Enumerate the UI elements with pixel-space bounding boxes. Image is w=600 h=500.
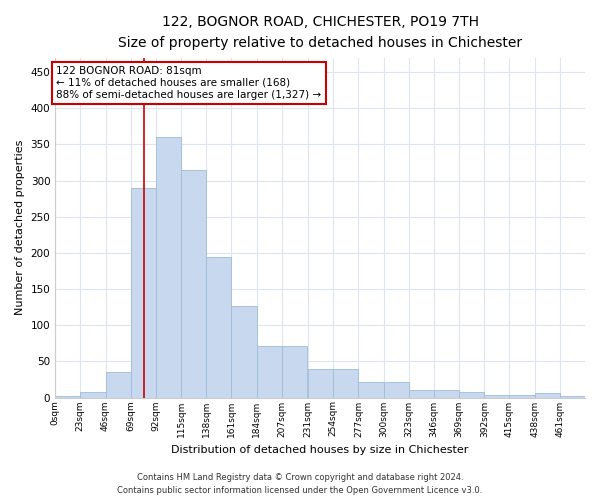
Bar <box>206 256 232 398</box>
Bar <box>358 382 383 398</box>
Bar <box>282 346 307 398</box>
Text: 122 BOGNOR ROAD: 81sqm
← 11% of detached houses are smaller (168)
88% of semi-de: 122 BOGNOR ROAD: 81sqm ← 11% of detached… <box>56 66 322 100</box>
Bar <box>308 368 333 398</box>
Bar <box>55 396 80 398</box>
Bar <box>509 394 535 398</box>
Bar <box>459 392 484 398</box>
Bar <box>383 382 409 398</box>
Bar <box>409 390 434 398</box>
Bar <box>535 393 560 398</box>
Bar <box>156 137 181 398</box>
Bar <box>484 394 509 398</box>
Bar <box>257 346 282 398</box>
Bar <box>181 170 206 398</box>
Bar <box>434 390 459 398</box>
Bar <box>232 306 257 398</box>
X-axis label: Distribution of detached houses by size in Chichester: Distribution of detached houses by size … <box>172 445 469 455</box>
Bar <box>131 188 156 398</box>
Bar <box>560 396 585 398</box>
Y-axis label: Number of detached properties: Number of detached properties <box>15 140 25 316</box>
Text: Contains HM Land Registry data © Crown copyright and database right 2024.
Contai: Contains HM Land Registry data © Crown c… <box>118 474 482 495</box>
Bar <box>106 372 131 398</box>
Bar <box>333 368 358 398</box>
Title: 122, BOGNOR ROAD, CHICHESTER, PO19 7TH
Size of property relative to detached hou: 122, BOGNOR ROAD, CHICHESTER, PO19 7TH S… <box>118 15 522 50</box>
Bar <box>80 392 106 398</box>
